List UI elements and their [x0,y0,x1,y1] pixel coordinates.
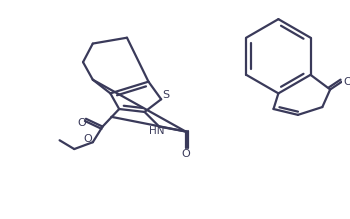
Text: HN: HN [148,127,164,136]
Text: S: S [162,90,170,100]
Text: O: O [84,134,92,144]
Text: O: O [181,149,190,159]
Text: O: O [78,118,86,128]
Text: O: O [343,77,350,87]
